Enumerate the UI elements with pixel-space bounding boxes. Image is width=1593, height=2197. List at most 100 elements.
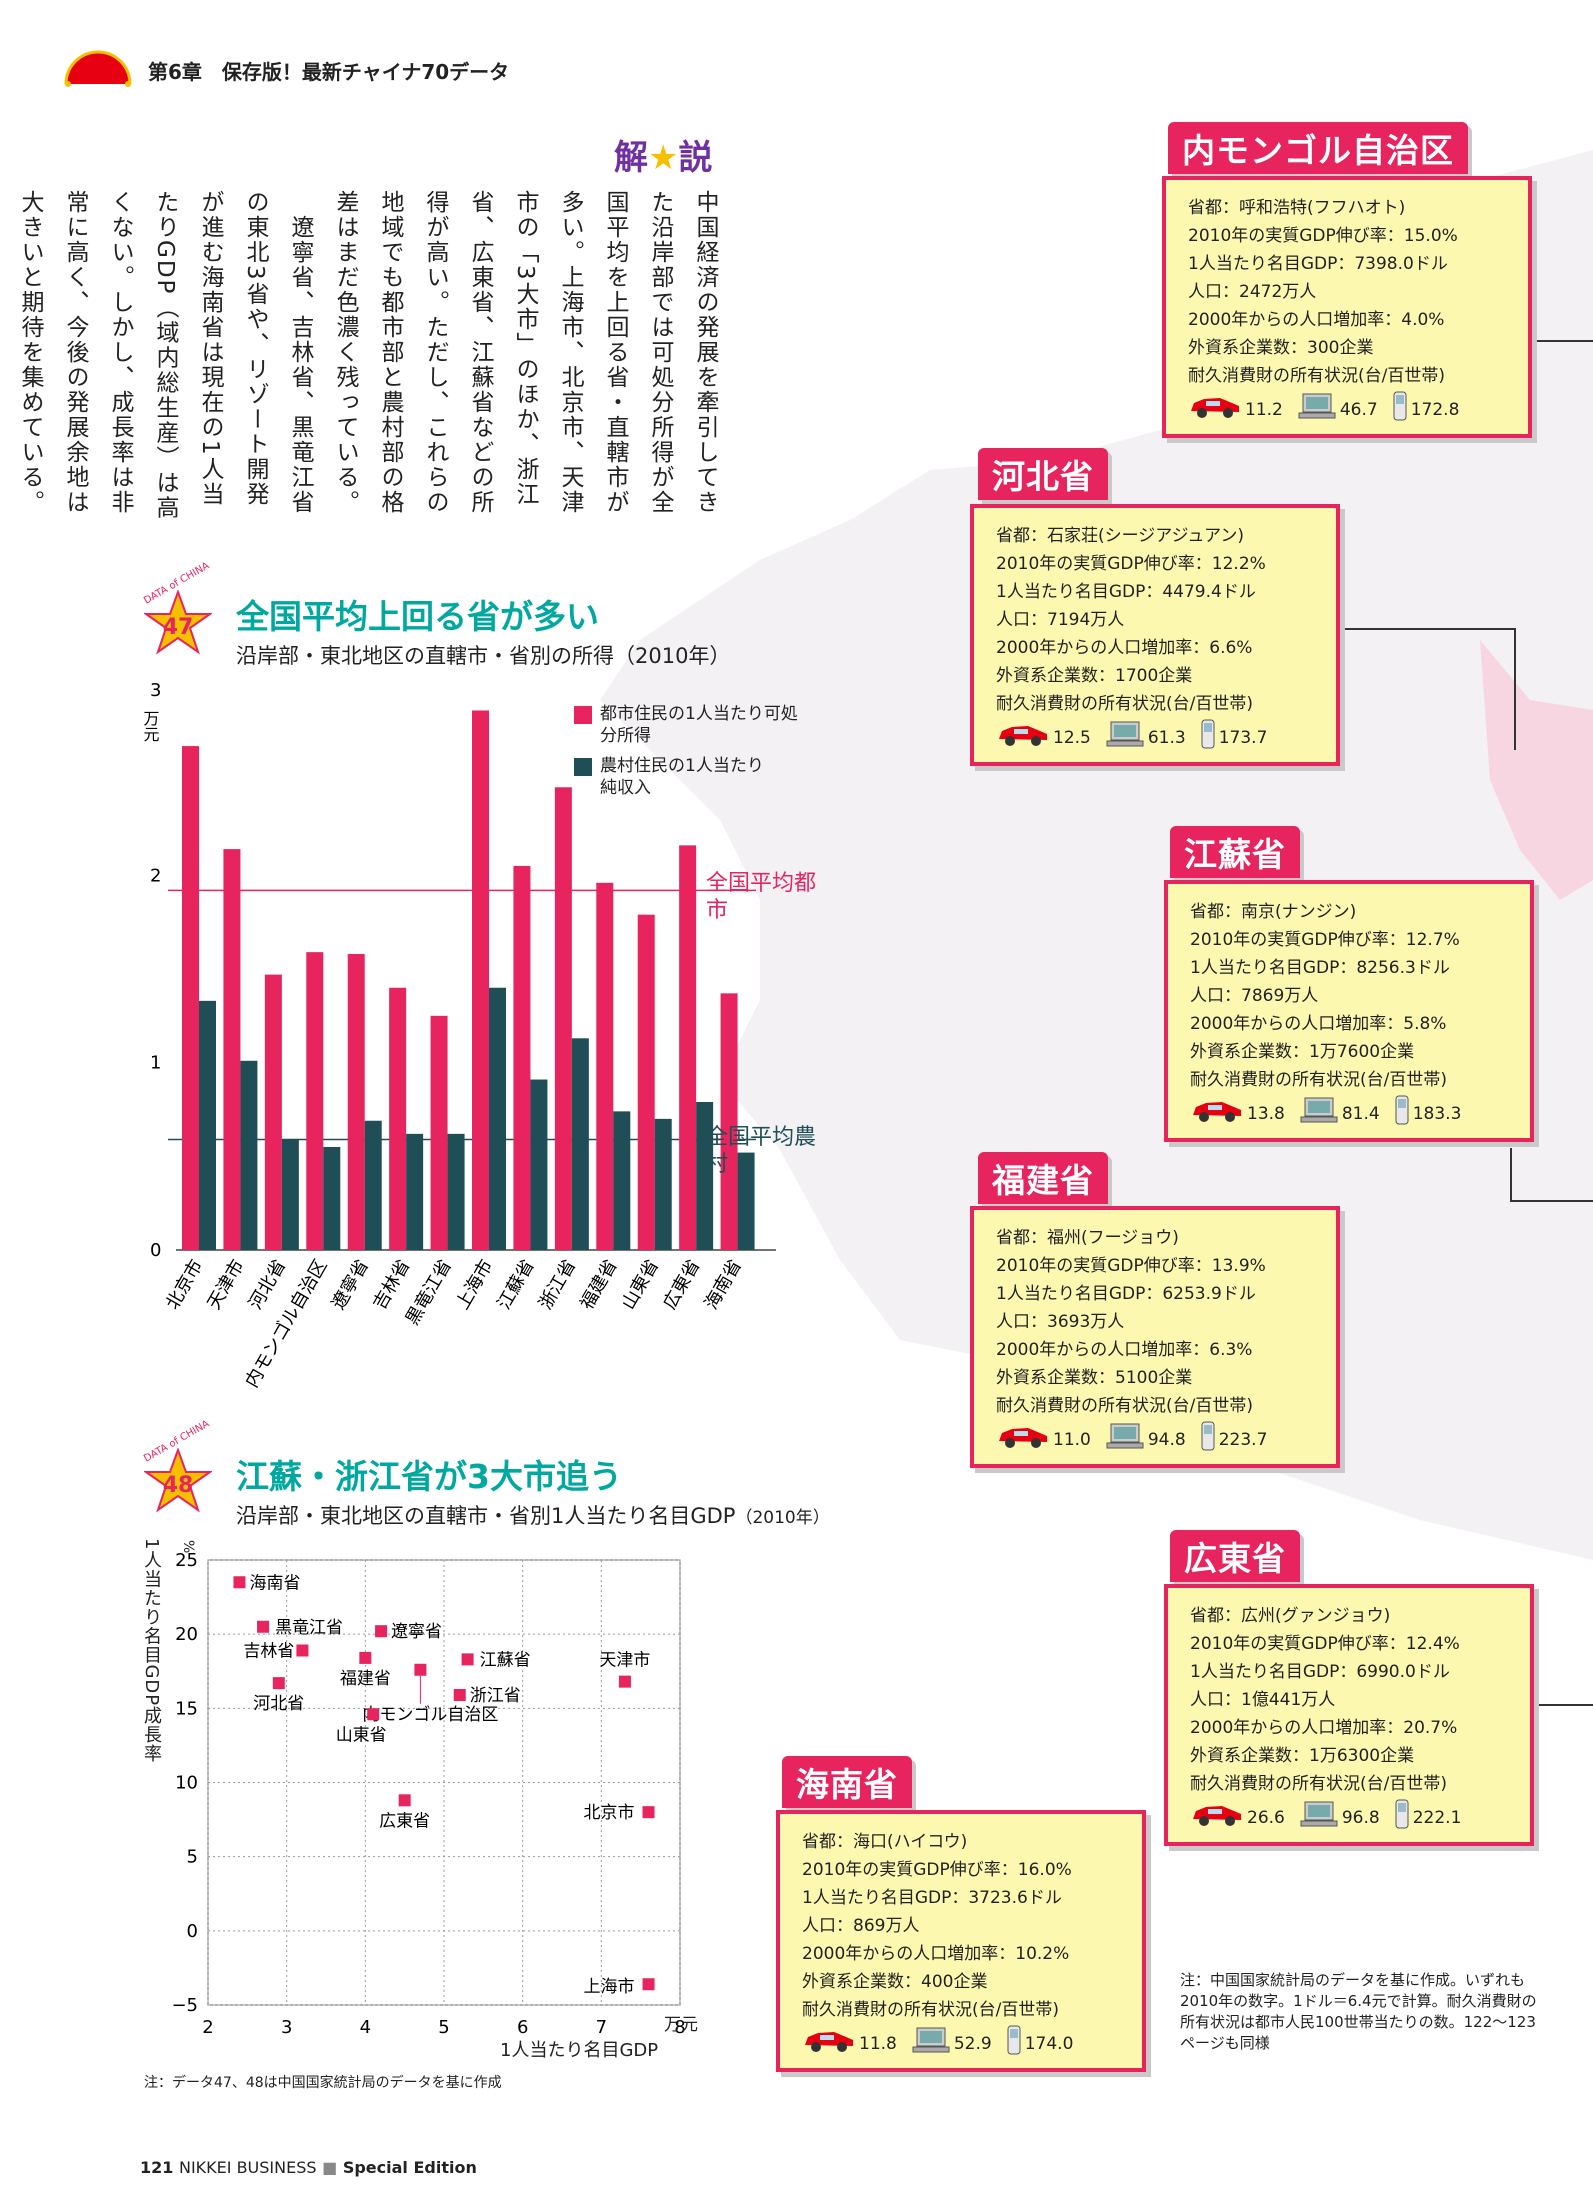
pc-value: 61.3 bbox=[1147, 728, 1186, 748]
urban-bar bbox=[389, 987, 407, 1250]
car-icon bbox=[1190, 1097, 1244, 1132]
chart48-xtick: 5 bbox=[438, 2017, 449, 2038]
card-label: 省都： bbox=[996, 526, 1047, 546]
scatter-point bbox=[461, 1653, 474, 1666]
card-label: 人口： bbox=[1190, 1690, 1241, 1710]
card-row-pop-growth: 2000年からの人口増加率：4.0% bbox=[1188, 306, 1518, 334]
card-label: 外資系企業数： bbox=[1190, 1746, 1309, 1766]
chart48-ytick: 20 bbox=[175, 1624, 198, 1645]
chart48-ylabel: 1人当たり名目GDP成長率 bbox=[141, 1538, 162, 1764]
rural-bar bbox=[406, 1133, 424, 1250]
scatter-point bbox=[642, 1806, 655, 1819]
phone-value: 223.7 bbox=[1218, 1430, 1268, 1450]
card-row-population: 人口：7194万人 bbox=[996, 606, 1326, 634]
card-value: 10.2% bbox=[1015, 1944, 1070, 1964]
province-name-tab: 広東省 bbox=[1170, 1530, 1300, 1582]
urban-bar bbox=[182, 746, 199, 1250]
province-card: 省都：石家荘(シージアジュアン) 2010年の実質GDP伸び率：12.2% 1人当た… bbox=[970, 504, 1340, 766]
card-label: 1人当たり名目GDP： bbox=[1190, 958, 1357, 978]
pc-value: 46.7 bbox=[1339, 400, 1378, 420]
card-row-foreign: 外資系企業数：300企業 bbox=[1188, 334, 1518, 362]
scatter-point bbox=[453, 1688, 466, 1701]
chart48-xtick: 7 bbox=[596, 2017, 607, 2038]
scatter-point bbox=[375, 1625, 388, 1638]
edition-name: Special Edition bbox=[342, 2158, 477, 2177]
province-name-tab: 海南省 bbox=[782, 1756, 912, 1808]
urban-bar bbox=[306, 952, 324, 1250]
card-row-gdp-growth: 2010年の実質GDP伸び率：12.7% bbox=[1190, 926, 1520, 954]
scatter-point-label: 吉林省 bbox=[243, 1641, 294, 1661]
chart48-ytick: 5 bbox=[187, 1847, 198, 1868]
mobile-phone-icon bbox=[1392, 391, 1408, 430]
card-label: 人口： bbox=[996, 610, 1047, 630]
card-row-ownership: 耐久消費財の所有状況(台/百世帯) bbox=[996, 694, 1253, 714]
card-note: 注：中国国家統計局のデータを基に作成。いずれも2010年の数字。1ドル＝6.4元… bbox=[1180, 1971, 1537, 2052]
card-label: 2010年の実質GDP伸び率： bbox=[1190, 1634, 1406, 1654]
card-value: 7869万人 bbox=[1241, 986, 1319, 1006]
scatter-point-label: 広東省 bbox=[379, 1811, 430, 1831]
card-value: 4479.4ドル bbox=[1162, 582, 1256, 602]
card-value: 300企業 bbox=[1307, 338, 1374, 358]
ownership-icons-row: 13.8 81.4 183.3 bbox=[1190, 1095, 1520, 1128]
card-label: 2000年からの人口増加率： bbox=[996, 638, 1210, 658]
car-value: 13.8 bbox=[1247, 1104, 1285, 1124]
connector-line bbox=[1528, 340, 1593, 342]
car-icon bbox=[1188, 393, 1242, 428]
chart48-ytick: 25 bbox=[175, 1550, 198, 1571]
commentary-title-left: 解 bbox=[614, 138, 648, 178]
computer-icon bbox=[1105, 721, 1145, 756]
card-label: 外資系企業数： bbox=[802, 1972, 921, 1992]
page-number: 121 bbox=[140, 2158, 174, 2177]
card-row-gdp-growth: 2010年の実質GDP伸び率：12.2% bbox=[996, 550, 1326, 578]
rural-bar bbox=[489, 987, 506, 1250]
card-value: 400企業 bbox=[921, 1972, 988, 1992]
rural-bar bbox=[613, 1111, 631, 1250]
connector-line bbox=[1510, 1704, 1593, 1706]
card-label: 1人当たり名目GDP： bbox=[1188, 254, 1355, 274]
star-icon: ★ bbox=[648, 138, 679, 178]
chart48-xlabel: 1人当たり名目GDP bbox=[500, 2040, 659, 2061]
chart48-xtick: 4 bbox=[360, 2017, 371, 2038]
card-value: 20.7% bbox=[1403, 1718, 1458, 1738]
card-value: 7398.0ドル bbox=[1354, 254, 1448, 274]
scatter-point-label: 天津市 bbox=[599, 1651, 650, 1671]
card-row-gdp-per-capita: 1人当たり名目GDP：3723.6ドル bbox=[802, 1884, 1132, 1912]
card-row-gdp-per-capita: 1人当たり名目GDP：6990.0ドル bbox=[1190, 1658, 1520, 1686]
scatter-point-label: 山東省 bbox=[336, 1725, 387, 1745]
scatter-point-label: 江蘇省 bbox=[480, 1650, 531, 1670]
card-row-pop-growth: 2000年からの人口増加率：20.7% bbox=[1190, 1714, 1520, 1742]
card-value: 海口(ハイコウ) bbox=[853, 1832, 968, 1852]
card-value: 5100企業 bbox=[1115, 1368, 1193, 1388]
card-label: 1人当たり名目GDP： bbox=[1190, 1662, 1357, 1682]
scatter-point-label: 内モンゴル自治区 bbox=[362, 1704, 498, 1725]
star-badge-icon-2: 48 bbox=[144, 1448, 212, 1513]
scatter-point bbox=[233, 1576, 246, 1589]
card-row-pop-growth: 2000年からの人口増加率：6.3% bbox=[996, 1336, 1326, 1364]
card-value: 呼和浩特(フフハオト) bbox=[1239, 198, 1406, 218]
card-value: 3723.6ドル bbox=[968, 1888, 1062, 1908]
legend-urban-swatch bbox=[574, 706, 592, 724]
scatter-point bbox=[367, 1708, 380, 1721]
card-row-ownership: 耐久消費財の所有状況(台/百世帯) bbox=[1188, 366, 1445, 386]
car-icon bbox=[1190, 1801, 1244, 1836]
ownership-icons-row: 11.2 46.7 172.8 bbox=[1188, 391, 1518, 424]
card-row-capital: 省都：広州(グァンジョウ) bbox=[1190, 1602, 1520, 1630]
phone-value: 173.7 bbox=[1218, 728, 1268, 748]
scatter-point-label: 河北省 bbox=[253, 1694, 304, 1714]
urban-bar bbox=[596, 882, 614, 1250]
card-label: 2010年の実質GDP伸び率： bbox=[996, 1256, 1212, 1276]
rural-bar bbox=[199, 1000, 216, 1250]
mobile-phone-icon bbox=[1394, 1799, 1410, 1838]
scatter-point bbox=[272, 1677, 285, 1690]
card-label: 2010年の実質GDP伸び率： bbox=[1190, 930, 1406, 950]
scatter-point bbox=[296, 1644, 309, 1657]
card-label: 2000年からの人口増加率： bbox=[802, 1944, 1016, 1964]
card-row-ownership: 耐久消費財の所有状況(台/百世帯) bbox=[1190, 1070, 1447, 1090]
card-row-pop-growth: 2000年からの人口増加率：6.6% bbox=[996, 634, 1326, 662]
urban-bar bbox=[513, 865, 531, 1250]
card-row-capital: 省都：呼和浩特(フフハオト) bbox=[1188, 194, 1518, 222]
card-row-capital: 省都：南京(ナンジン) bbox=[1190, 898, 1520, 926]
mobile-phone-icon bbox=[1200, 719, 1216, 758]
card-value: 福州(フージョウ) bbox=[1047, 1228, 1179, 1248]
